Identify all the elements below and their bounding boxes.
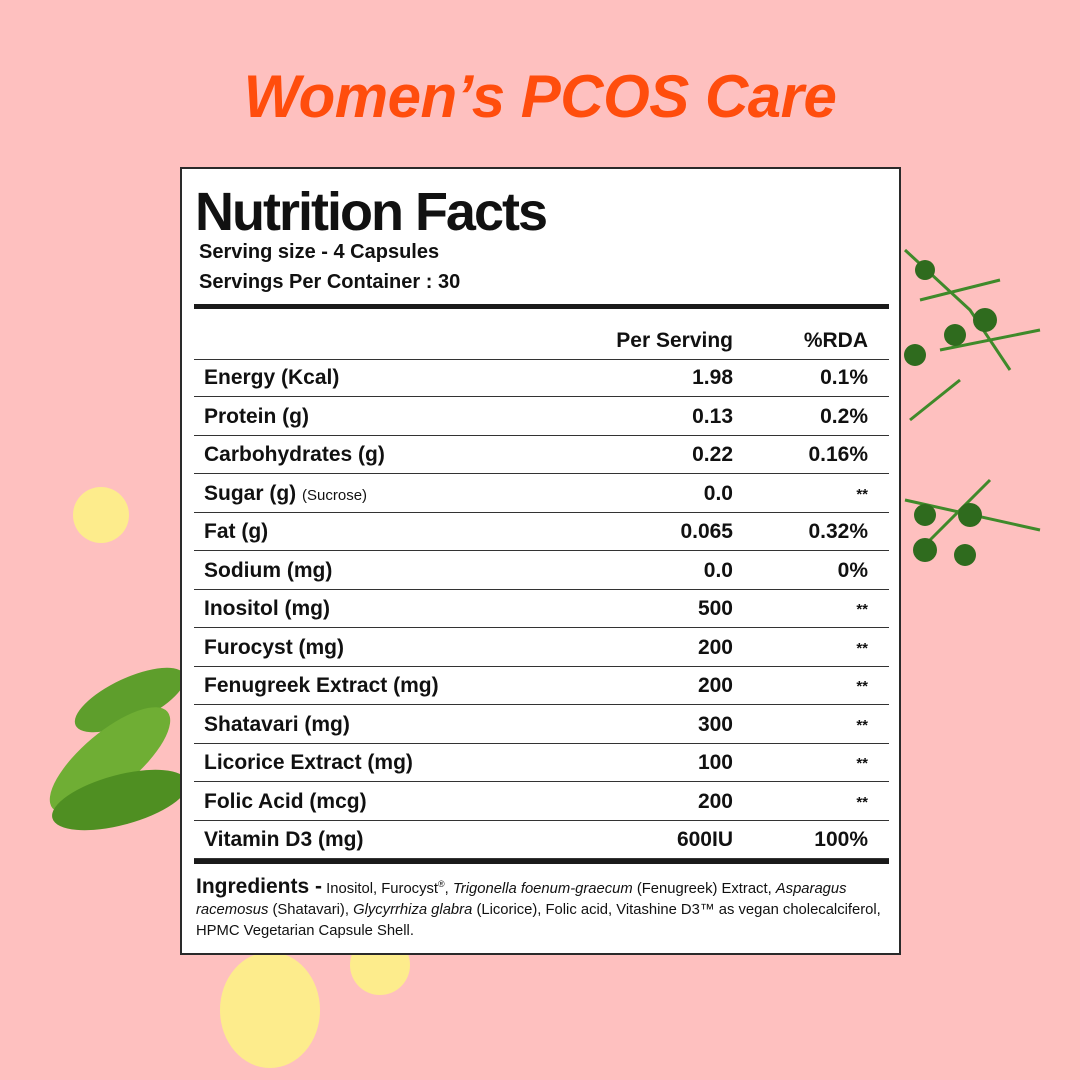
nutrient-row: Energy (Kcal) 1.98 0.1%: [194, 359, 889, 397]
nutrient-name: Shatavari (mg): [204, 713, 350, 737]
nutrient-name: Carbohydrates (g): [204, 443, 385, 467]
per-serving: 200: [697, 635, 733, 659]
per-serving: 1.98: [692, 366, 733, 389]
header-row: Per Serving %RDA: [194, 319, 889, 360]
ingredient-text: (Licorice), Folic acid, Vitashine D3™ as…: [196, 901, 881, 939]
nutrient-name: Sodium (mg): [204, 559, 332, 583]
nutrient: Shatavari (mg): [204, 712, 350, 736]
nutrient: Sugar (g): [204, 481, 297, 505]
nutrient: Fenugreek Extract (mg): [204, 674, 439, 697]
rda: **: [856, 793, 868, 811]
nutrition-label: Nutrition Facts Serving size - 4 Capsule…: [180, 167, 901, 955]
per-serving: 0.0: [703, 558, 733, 582]
nutrient: Vitamin D3 (mg): [204, 828, 364, 851]
label-title: Nutrition Facts: [195, 182, 548, 242]
per-serving: 500: [697, 597, 733, 620]
rda: **: [856, 485, 868, 503]
title: Women’s PCOS Care: [243, 63, 837, 130]
nutrient-row: Sodium (mg) 0.0 0%: [194, 552, 889, 590]
rda: **: [856, 755, 868, 772]
nutrient-name: Folic Acid (mcg): [204, 790, 367, 814]
per-serving: 0.22: [692, 443, 733, 466]
nutrient-name: Energy (Kcal): [204, 366, 339, 390]
ingredient-text: Inositol, Furocyst: [326, 880, 438, 897]
ingredients-heading: Ingredients -: [196, 874, 323, 898]
servings-per-container: Servings Per Container : 30: [199, 271, 461, 293]
ingredient-text: Trigonella foenum-graecum: [452, 880, 633, 897]
nutrient-name: Vitamin D3 (mg): [204, 828, 363, 852]
nutrient-row: Fat (g) 0.065 0.32%: [194, 513, 889, 551]
nutrient-row: Furocyst (mg) 200 **: [194, 629, 889, 667]
per-serving: 100: [697, 751, 733, 774]
rda: 0.32%: [808, 520, 868, 543]
nutrient-row: Vitamin D3 (mg) 600IU 100%: [194, 821, 889, 859]
per-serving: 200: [697, 789, 733, 813]
per-serving: 300: [697, 712, 733, 736]
nutrient-row: Protein (g) 0.13 0.2%: [194, 398, 889, 436]
rda: 0%: [837, 558, 868, 582]
ingredient-text: ®: [437, 879, 445, 889]
ingredient-text: ,: [444, 880, 453, 897]
nutrient-row: Inositol (mg) 500 **: [194, 590, 889, 628]
rda: **: [856, 716, 868, 734]
divider: [194, 304, 889, 309]
nutrient-row: Carbohydrates (g) 0.22 0.16%: [194, 436, 889, 474]
nutrient-row: Shatavari (mg) 300 **: [194, 706, 889, 744]
divider: [194, 859, 889, 864]
nutrient-name: Fat (g): [204, 520, 268, 544]
nutrient-name: Fenugreek Extract (mg): [204, 674, 439, 698]
rda: 0.16%: [808, 443, 868, 466]
ingredient-text: Asparagus racemosus: [196, 880, 847, 918]
rda: 0.1%: [820, 366, 868, 389]
nutrient: Licorice Extract (mg): [204, 751, 413, 774]
rda: **: [856, 639, 868, 657]
column-header: Per Serving: [616, 329, 733, 352]
per-serving: 600IU: [676, 828, 733, 851]
rda: **: [856, 601, 868, 618]
nutrient: Folic Acid (mcg): [204, 789, 367, 813]
nutrient-row: Fenugreek Extract (mg) 200 **: [194, 667, 889, 705]
rda: **: [856, 678, 868, 695]
ingredient-text: Glycyrrhiza glabra: [353, 901, 473, 918]
ingredient-text: (Shatavari),: [268, 901, 354, 918]
ingredients: Ingredients - Inositol, Furocyst®, Trigo…: [196, 874, 886, 942]
nutrient: Energy (Kcal): [204, 366, 340, 389]
nutrient-note: (Sucrose): [302, 486, 368, 504]
nutrient-name: Protein (g): [204, 405, 309, 429]
column-header: %RDA: [803, 329, 868, 352]
serving-size: Serving size - 4 Capsules: [199, 241, 440, 263]
nutrient: Carbohydrates (g): [204, 443, 385, 466]
per-serving: 200: [697, 674, 733, 697]
nutrient-name: Inositol (mg): [204, 597, 330, 621]
nutrient: Fat (g): [204, 520, 269, 543]
per-serving: 0.0: [703, 481, 733, 505]
nutrient: Protein (g): [204, 404, 309, 428]
nutrient-name: Sugar (g) (Sucrose): [204, 482, 367, 506]
nutrient: Inositol (mg): [204, 597, 330, 620]
nutrient-row: Sugar (g) (Sucrose) 0.0 **: [194, 475, 889, 513]
nutrient: Sodium (mg): [204, 558, 333, 582]
rda: 0.2%: [820, 404, 868, 428]
nutrient-name: Furocyst (mg): [204, 636, 344, 660]
per-serving: 0.065: [680, 520, 733, 543]
nutrient-name: Licorice Extract (mg): [204, 751, 413, 775]
ingredient-text: (Fenugreek) Extract,: [632, 880, 776, 897]
rda: 100%: [814, 828, 868, 851]
nutrient: Furocyst (mg): [204, 635, 345, 659]
nutrient-row: Licorice Extract (mg) 100 **: [194, 744, 889, 782]
nutrient-row: Folic Acid (mcg) 200 **: [194, 783, 889, 821]
per-serving: 0.13: [692, 404, 733, 428]
